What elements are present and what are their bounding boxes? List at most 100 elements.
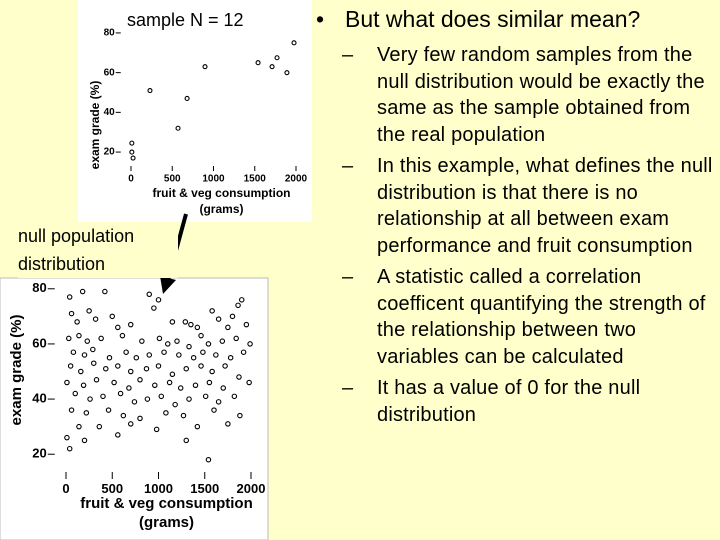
x-tick-label: 0 bbox=[62, 481, 69, 496]
point bbox=[153, 426, 160, 433]
plots: 0 500 1000 1500 2000 20 40 60 80 fruit & veg cons… bbox=[8, 28, 308, 531]
plot-background bbox=[78, 0, 312, 222]
point bbox=[183, 365, 190, 372]
point bbox=[169, 371, 176, 378]
point bbox=[98, 335, 104, 342]
point bbox=[158, 393, 165, 400]
point bbox=[229, 313, 236, 320]
point bbox=[109, 313, 116, 320]
point bbox=[133, 354, 140, 361]
point bbox=[120, 412, 127, 419]
point bbox=[188, 321, 194, 328]
point bbox=[291, 40, 297, 46]
point bbox=[96, 423, 103, 430]
point bbox=[255, 60, 261, 66]
point bbox=[87, 396, 93, 402]
point bbox=[126, 385, 132, 391]
point bbox=[68, 310, 75, 317]
point bbox=[90, 346, 96, 353]
point bbox=[247, 341, 253, 347]
x-tick-label: 1500 bbox=[190, 481, 219, 496]
point bbox=[137, 377, 143, 383]
point bbox=[128, 368, 134, 375]
x-axis-label: fruit & veg consumption bbox=[80, 495, 253, 512]
point bbox=[115, 363, 121, 369]
point bbox=[269, 64, 275, 70]
point bbox=[146, 352, 153, 358]
point bbox=[146, 291, 153, 298]
sub-bullet: – In this example, what defines the null … bbox=[310, 153, 716, 259]
point bbox=[81, 437, 88, 444]
point bbox=[209, 368, 215, 375]
point bbox=[80, 382, 87, 389]
point bbox=[78, 368, 84, 375]
point bbox=[220, 385, 227, 391]
dash: – bbox=[342, 377, 354, 399]
x-tick-label: 1000 bbox=[202, 174, 225, 185]
point bbox=[152, 382, 158, 389]
point bbox=[74, 319, 80, 325]
sub-bullet-text: It has a value of 0 for the null distrib… bbox=[377, 377, 641, 426]
point bbox=[129, 140, 135, 146]
point bbox=[102, 288, 108, 295]
point bbox=[86, 308, 92, 314]
x-axis-label: (grams) bbox=[139, 514, 194, 531]
point bbox=[137, 415, 143, 422]
point bbox=[81, 352, 88, 358]
point bbox=[233, 335, 239, 342]
y-tick-label: 20 bbox=[32, 446, 46, 461]
chart-title: sample N = 12 bbox=[127, 10, 244, 30]
point bbox=[186, 396, 192, 402]
point bbox=[175, 125, 181, 131]
point bbox=[200, 349, 206, 355]
arrow-head bbox=[160, 276, 176, 294]
point bbox=[79, 288, 86, 295]
point bbox=[103, 365, 109, 372]
point bbox=[106, 354, 113, 361]
bullet: • But what does similar mean? bbox=[310, 4, 716, 34]
point bbox=[225, 324, 231, 331]
point bbox=[186, 343, 192, 350]
sub-bullet-text: Very few random samples from the null di… bbox=[377, 44, 705, 146]
point bbox=[194, 324, 201, 331]
point bbox=[66, 294, 73, 300]
point bbox=[274, 55, 280, 61]
sub-bullet: – It has a value of 0 for the null distri… bbox=[310, 375, 716, 428]
point bbox=[155, 297, 162, 303]
point bbox=[83, 410, 90, 416]
point bbox=[64, 379, 70, 386]
point bbox=[202, 64, 208, 70]
y-tick-label: 80 bbox=[32, 280, 46, 295]
y-tick-label: 20 bbox=[104, 147, 116, 158]
point bbox=[166, 379, 173, 386]
point bbox=[213, 352, 219, 358]
point bbox=[128, 421, 134, 427]
point bbox=[76, 423, 82, 430]
point bbox=[235, 302, 241, 309]
point bbox=[130, 155, 136, 161]
point bbox=[66, 445, 73, 452]
y-tick-label: 40 bbox=[32, 391, 46, 406]
y-tick-label: 40 bbox=[104, 107, 116, 118]
y-tick-label: 80 bbox=[104, 28, 116, 39]
point bbox=[205, 456, 212, 463]
point bbox=[129, 149, 135, 155]
point bbox=[190, 354, 197, 361]
sub-bullet: – Very few random samples from the null d… bbox=[310, 42, 716, 148]
point bbox=[139, 338, 145, 344]
x-tick-label: 500 bbox=[164, 174, 181, 185]
point bbox=[180, 412, 187, 419]
point bbox=[68, 407, 75, 413]
text-block: • But what does similar mean? – Very few r… bbox=[310, 4, 716, 433]
point bbox=[194, 423, 201, 430]
point bbox=[209, 308, 215, 314]
point bbox=[143, 365, 150, 372]
x-axis-label: (grams) bbox=[199, 202, 243, 216]
point bbox=[131, 399, 138, 405]
dash: – bbox=[342, 44, 354, 66]
point bbox=[172, 401, 178, 408]
x-tick-label: 1500 bbox=[244, 174, 267, 185]
point bbox=[151, 305, 157, 311]
point bbox=[119, 332, 126, 339]
